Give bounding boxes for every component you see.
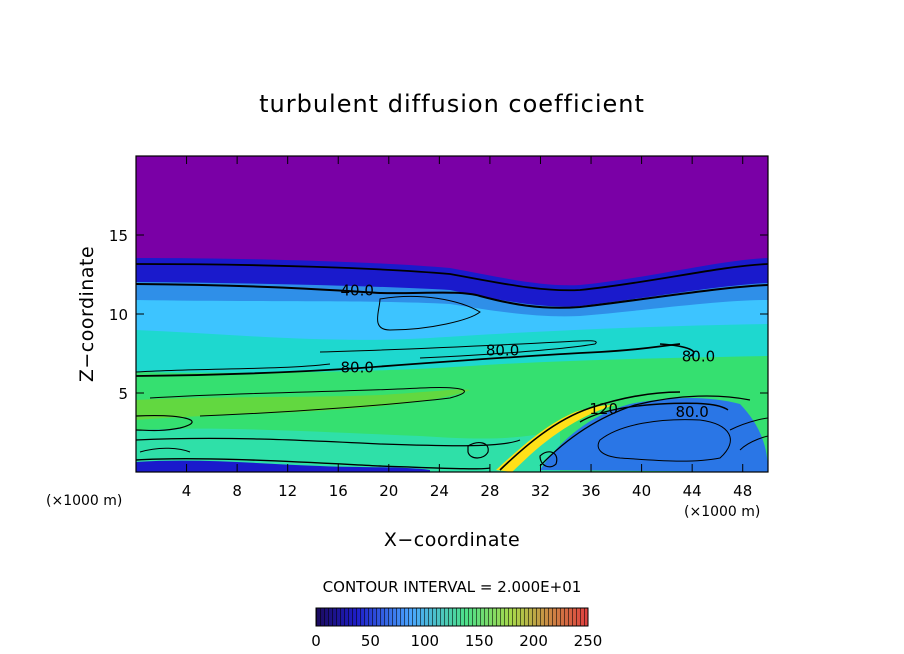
y-tick-label: 10 [109,306,128,324]
lower-layer-green [136,389,470,420]
surface-eddy [136,460,430,472]
hill-highlight [496,404,615,472]
colorbar-ticks: 0 50 100 150 200 250 [311,632,602,650]
x-tick-label: 12 [278,482,297,500]
x-tick-label: 16 [329,482,348,500]
y-tick-label: 15 [109,227,128,245]
colorbar: 0 50 100 150 200 250 [311,607,602,650]
colorbar-tick-label: 250 [574,632,603,650]
colorbar-frame [315,607,589,627]
x-tick-label: 32 [531,482,550,500]
x-tick-label: 48 [733,482,752,500]
x-tick-label: 36 [581,482,600,500]
contour-interval-text: CONTOUR INTERVAL = 2.000E+01 [323,578,582,596]
chart-title: turbulent diffusion coefficient [259,90,645,118]
plot-field: 40.0 80.0 80.0 80.0 120 80.0 [136,156,768,472]
colorbar-tick-label: 0 [311,632,321,650]
x-tick-label: 4 [182,482,192,500]
wake-region [540,398,768,472]
x-axis: 4 8 12 16 20 24 28 32 36 40 44 48 [182,156,752,500]
contour-label: 80.0 [486,341,519,359]
colorbar-stripes [316,608,588,626]
x-tick-label: 28 [480,482,499,500]
colorbar-tick-label: 50 [361,632,380,650]
y-tick-label: 5 [118,385,128,403]
contour-label: 80.0 [340,359,373,377]
surface-layer [136,428,560,472]
x-unit-label: (×1000 m) [684,504,760,520]
colorbar-tick-label: 100 [410,632,439,650]
contour-lines [136,263,768,471]
colorbar-tick-label: 200 [519,632,548,650]
contour-label: 80.0 [682,348,715,366]
x-axis-title: X−coordinate [384,529,520,551]
contour-label: 80.0 [675,403,708,421]
y-axis-title: Z−coordinate [76,246,98,382]
x-tick-label: 8 [232,482,242,500]
x-tick-label: 24 [430,482,449,500]
x-tick-label: 40 [632,482,651,500]
contour-label: 120 [589,400,618,418]
x-tick-label: 20 [379,482,398,500]
contour-label: 40.0 [340,281,373,299]
y-axis: 5 10 15 [109,227,768,403]
y-unit-label: (×1000 m) [46,493,122,509]
contour-labels: 40.0 80.0 80.0 80.0 120 80.0 [340,281,715,421]
x-tick-label: 44 [683,482,702,500]
colorbar-tick-label: 150 [465,632,494,650]
